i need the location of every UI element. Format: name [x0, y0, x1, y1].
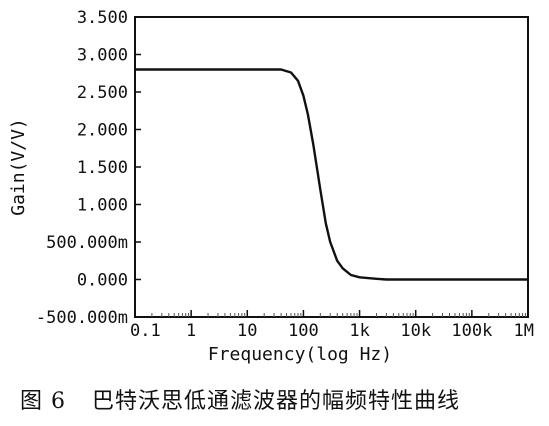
- x-tick-label: 100: [288, 321, 319, 341]
- x-tick-label: 1k: [349, 321, 369, 341]
- y-tick-label: 3.000: [77, 46, 128, 66]
- y-axis-title: Gain(V/V): [8, 118, 29, 216]
- gain-curve: [135, 68, 528, 281]
- y-tick-label: 2.000: [77, 121, 128, 141]
- y-tick-label: 2.500: [77, 83, 128, 103]
- y-tick-label: 1.000: [77, 196, 128, 216]
- x-tick-label: 10: [237, 321, 257, 341]
- series-group: [135, 68, 528, 281]
- y-axis-ticks: 3.500 3.000 2.500 2.000 1.500 1.000 500.000m 0.…: [36, 8, 141, 328]
- x-tick-label: 1M: [514, 321, 534, 341]
- x-tick-label: 100k: [451, 321, 492, 341]
- plot-frame: [134, 16, 529, 318]
- y-tick-label: 1.500: [77, 158, 128, 178]
- y-tick-label: 0.000: [77, 271, 128, 291]
- y-tick-label: 500.000m: [46, 233, 128, 253]
- x-tick-label: 1: [186, 321, 196, 341]
- x-axis-title: Frequency(log Hz): [208, 344, 392, 365]
- y-tick-label: 3.500: [77, 8, 128, 28]
- x-tick-label: 0.1: [130, 321, 161, 341]
- caption-number: 图 6: [20, 389, 66, 414]
- x-tick-label: 10k: [400, 321, 431, 341]
- caption-text: 巴特沃思低通滤波器的幅频特性曲线: [92, 389, 460, 414]
- x-axis-ticks: 0.1 1 10 100 1k 10k 100k 1M: [130, 310, 534, 341]
- y-tick-label: -500.000m: [36, 308, 128, 328]
